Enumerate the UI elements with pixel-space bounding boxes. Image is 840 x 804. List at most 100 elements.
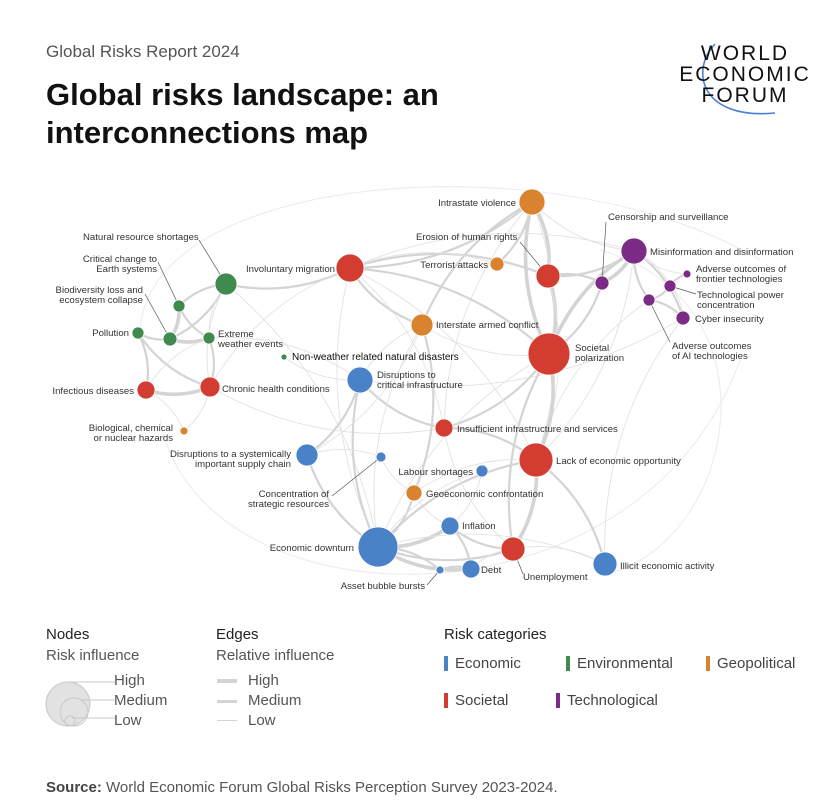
node-label-line: Adverse outcomes of — [696, 264, 786, 275]
node-label-line: ecosystem collapse — [59, 295, 143, 306]
risk-node[interactable] — [435, 565, 445, 575]
risk-node[interactable] — [475, 464, 489, 478]
risk-node[interactable] — [518, 442, 554, 478]
risk-node[interactable] — [280, 353, 288, 361]
legend-nodes-title: Nodes — [46, 626, 90, 643]
risk-node[interactable] — [179, 426, 189, 436]
risk-node[interactable] — [518, 188, 546, 216]
risk-node[interactable] — [295, 443, 319, 467]
risk-node[interactable] — [172, 299, 186, 313]
risk-node[interactable] — [199, 376, 221, 398]
edge — [349, 267, 445, 429]
risk-node[interactable] — [357, 526, 399, 568]
source-note: Source: World Economic Forum Global Risk… — [46, 779, 558, 796]
edge — [225, 283, 379, 548]
edge — [177, 305, 210, 339]
edge-low-swatch — [217, 720, 237, 721]
edge-high-swatch — [217, 679, 237, 683]
leader-line — [157, 261, 180, 307]
risk-node[interactable] — [663, 279, 677, 293]
risk-node[interactable] — [500, 536, 526, 562]
node-label-line: Pollution — [92, 328, 129, 339]
category-label: Societal — [455, 692, 509, 709]
risk-node[interactable] — [440, 516, 460, 536]
risk-node[interactable] — [489, 256, 505, 272]
edge — [547, 250, 635, 278]
node-label: Illicit economic activity — [620, 561, 715, 572]
risk-node[interactable] — [592, 551, 618, 577]
risk-node[interactable] — [136, 380, 156, 400]
node-label: Natural resource shortages — [83, 232, 199, 243]
node-label-line: Misinformation and disinformation — [650, 247, 793, 258]
risk-node[interactable] — [214, 272, 238, 296]
node-label: Misinformation and disinformation — [650, 247, 793, 258]
edge — [443, 201, 533, 429]
edge — [209, 386, 445, 434]
page-title: Global risks landscape: an interconnecti… — [46, 76, 526, 152]
category-label: Geopolitical — [717, 655, 796, 672]
legend-edges-title: Edges — [216, 626, 259, 643]
source-text: World Economic Forum Global Risks Percep… — [101, 779, 558, 796]
leader-line — [601, 221, 607, 284]
risk-node[interactable] — [434, 418, 454, 438]
background-arcs — [139, 186, 761, 576]
node-label-line: Illicit economic activity — [620, 561, 715, 572]
category-label: Technological — [567, 692, 658, 709]
node-label-line: Natural resource shortages — [83, 232, 199, 243]
node-label: Concentration of strategic resources — [248, 489, 329, 510]
risk-node[interactable] — [594, 275, 610, 291]
risk-node[interactable] — [375, 451, 387, 463]
legend-edge-low: Low — [248, 712, 276, 729]
risk-node[interactable] — [335, 253, 365, 283]
risk-node[interactable] — [682, 269, 692, 279]
node-label: Unemployment — [523, 572, 588, 583]
legend-edge-high: High — [248, 672, 279, 689]
node-label-line: Chronic health conditions — [222, 384, 330, 395]
risk-node[interactable] — [642, 293, 656, 307]
node-label-line: Infectious diseases — [52, 386, 134, 397]
risk-node[interactable] — [620, 237, 648, 265]
risk-node[interactable] — [527, 332, 571, 376]
node-label: Erosion of human rights — [416, 232, 518, 243]
svg-text:WORLD: WORLD — [701, 42, 789, 65]
node-label: Disruptions to critical infrastructure — [377, 370, 463, 391]
node-label: Asset bubble bursts — [341, 581, 425, 592]
edge — [349, 201, 533, 270]
edge — [349, 232, 635, 269]
edge — [209, 267, 351, 388]
node-label-line: Geoeconomic confrontation — [426, 489, 543, 500]
svg-text:FORUM: FORUM — [702, 84, 789, 107]
node-label-line: Debt — [481, 565, 502, 576]
risk-node[interactable] — [405, 484, 423, 502]
node-label: Involuntary migration — [246, 264, 335, 275]
node-label-line: Societal — [575, 343, 609, 354]
category-swatch — [444, 656, 448, 671]
edge — [349, 267, 537, 461]
risk-node[interactable] — [346, 366, 374, 394]
risk-node[interactable] — [410, 313, 434, 337]
risk-node[interactable] — [162, 331, 178, 347]
node-label-line: Terrorist attacks — [420, 260, 488, 271]
risk-node[interactable] — [131, 326, 145, 340]
edge — [535, 299, 650, 461]
node-label: Biodiversity loss and ecosystem collapse — [56, 285, 143, 306]
legend-nodes-subtitle: Risk influence — [46, 647, 140, 664]
node-label: Economic downturn — [270, 543, 354, 554]
category-swatch — [444, 693, 448, 708]
risk-node[interactable] — [461, 559, 481, 579]
risk-node[interactable] — [535, 263, 561, 289]
node-label: Chronic health conditions — [222, 384, 330, 395]
svg-text:ECONOMIC: ECONOMIC — [680, 63, 810, 86]
edge — [535, 250, 635, 461]
node-label: Adverse outcomes of AI technologies — [672, 341, 752, 362]
leader-line — [648, 299, 671, 343]
node-label-line: Censorship and surveillance — [608, 212, 729, 223]
node-label-line: frontier technologies — [696, 274, 783, 285]
category-geopolitical: Geopolitical — [706, 655, 795, 672]
edge — [351, 379, 379, 548]
risk-node[interactable] — [202, 331, 216, 345]
category-label: Economic — [455, 655, 521, 672]
node-label-line: Labour shortages — [398, 467, 473, 478]
risk-node[interactable] — [675, 310, 691, 326]
title-line-1: Global risks landscape: an — [46, 77, 439, 112]
